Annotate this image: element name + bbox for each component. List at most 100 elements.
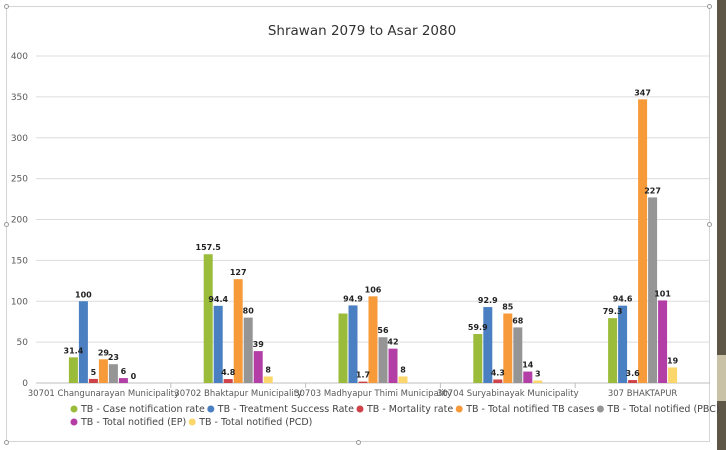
y-tick-label: 0 bbox=[22, 379, 28, 389]
data-label: 4.8 bbox=[221, 368, 236, 377]
bar[interactable] bbox=[108, 364, 118, 383]
bar[interactable] bbox=[503, 313, 513, 383]
data-label: 31.4 bbox=[64, 346, 84, 355]
resize-handle-bottom-mid[interactable] bbox=[356, 440, 361, 445]
bar[interactable] bbox=[98, 359, 108, 383]
bar[interactable] bbox=[203, 254, 213, 383]
data-label: 3.6 bbox=[626, 369, 641, 378]
bar[interactable] bbox=[348, 305, 358, 383]
y-tick-label: 150 bbox=[11, 256, 28, 266]
bar[interactable] bbox=[223, 379, 233, 383]
data-label: 79.3 bbox=[603, 307, 623, 316]
data-label: 39 bbox=[253, 340, 265, 349]
bar[interactable] bbox=[78, 301, 88, 383]
data-label: 19 bbox=[667, 356, 679, 365]
data-label: 94.6 bbox=[613, 295, 633, 304]
bar[interactable] bbox=[658, 300, 668, 383]
data-label: 106 bbox=[365, 285, 382, 294]
legend-marker bbox=[207, 405, 215, 413]
x-tick-label: 30701 Changunarayan Municipality bbox=[28, 389, 179, 399]
bar[interactable] bbox=[213, 305, 223, 383]
bar[interactable] bbox=[263, 376, 273, 383]
x-tick-label: 30703 Madhyapur Thimi Municipality bbox=[294, 389, 452, 399]
window-edge-scroll-thumb[interactable] bbox=[717, 355, 726, 401]
resize-handle-mid-right[interactable] bbox=[707, 222, 712, 227]
bar[interactable] bbox=[338, 313, 348, 383]
data-label: 347 bbox=[634, 88, 651, 97]
legend-marker bbox=[70, 405, 78, 413]
legend: TB - Case notification rate TB - Treatmen… bbox=[70, 404, 720, 428]
x-tick-label: 30704 Suryabinayak Municipality bbox=[437, 389, 579, 399]
data-label: 42 bbox=[387, 338, 398, 347]
data-label: 59.9 bbox=[468, 323, 488, 332]
bar[interactable] bbox=[618, 305, 628, 383]
legend-marker bbox=[70, 418, 78, 426]
resize-handle-bottom-left[interactable] bbox=[4, 440, 9, 445]
bar[interactable] bbox=[243, 317, 253, 383]
data-label: 4.3 bbox=[491, 368, 505, 377]
bar[interactable] bbox=[118, 378, 128, 383]
y-tick-label: 100 bbox=[11, 297, 28, 307]
bar[interactable] bbox=[608, 318, 618, 383]
window-edge-panel bbox=[717, 0, 726, 450]
data-label: 127 bbox=[230, 268, 247, 277]
legend-marker bbox=[188, 418, 196, 426]
bar[interactable] bbox=[523, 371, 533, 383]
data-label: 101 bbox=[654, 289, 671, 298]
legend-marker bbox=[356, 405, 364, 413]
bar[interactable] bbox=[628, 380, 638, 383]
data-label: 29 bbox=[98, 348, 110, 357]
bar[interactable] bbox=[668, 367, 678, 383]
data-label: 157.5 bbox=[196, 243, 222, 252]
legend-marker bbox=[596, 405, 604, 413]
legend-label: TB - Total notified (PCD) bbox=[198, 417, 312, 428]
resize-handle-top-left[interactable] bbox=[4, 4, 9, 9]
data-label: 56 bbox=[377, 326, 389, 335]
bar[interactable] bbox=[368, 296, 378, 383]
bar[interactable] bbox=[233, 279, 243, 383]
bar[interactable] bbox=[483, 307, 493, 383]
bar[interactable] bbox=[88, 378, 98, 383]
data-label: 100 bbox=[75, 290, 92, 299]
resize-handle-mid-left[interactable] bbox=[4, 222, 9, 227]
data-label: 5 bbox=[91, 368, 97, 377]
y-tick-label: 50 bbox=[17, 338, 29, 348]
bar[interactable] bbox=[378, 337, 388, 383]
legend-label: TB - Total notified (PBC) bbox=[606, 404, 719, 415]
bar[interactable] bbox=[513, 327, 523, 383]
bar[interactable] bbox=[388, 348, 398, 383]
data-label: 80 bbox=[243, 307, 255, 316]
bar[interactable] bbox=[493, 379, 503, 383]
data-label: 0 bbox=[131, 372, 137, 381]
bar[interactable] bbox=[68, 357, 78, 383]
bar[interactable] bbox=[648, 197, 658, 383]
y-tick-label: 350 bbox=[11, 93, 28, 103]
bar[interactable] bbox=[398, 376, 408, 383]
y-tick-label: 250 bbox=[11, 175, 28, 185]
chart-title: Shrawan 2079 to Asar 2080 bbox=[268, 23, 456, 39]
bar[interactable] bbox=[253, 351, 263, 383]
data-label: 8 bbox=[400, 365, 406, 374]
data-label: 14 bbox=[522, 361, 534, 370]
data-label: 23 bbox=[108, 353, 119, 362]
legend-label: TB - Treatment Success Rate bbox=[217, 404, 354, 415]
bar[interactable] bbox=[533, 380, 543, 383]
chart-area bbox=[6, 6, 710, 442]
resize-handle-top-right[interactable] bbox=[707, 4, 712, 9]
y-tick-label: 200 bbox=[11, 216, 28, 226]
bars bbox=[68, 99, 678, 383]
y-tick-label: 300 bbox=[11, 134, 28, 144]
data-label: 92.9 bbox=[478, 296, 498, 305]
data-label: 85 bbox=[502, 303, 514, 312]
legend-label: TB - Mortality rate bbox=[366, 404, 453, 415]
legend-label: TB - Case notification rate bbox=[80, 404, 205, 415]
data-label: 94.4 bbox=[208, 295, 228, 304]
data-label: 3 bbox=[535, 370, 541, 379]
bar[interactable] bbox=[638, 99, 648, 383]
bar[interactable] bbox=[358, 381, 368, 383]
data-label: 227 bbox=[644, 186, 661, 195]
bar[interactable] bbox=[473, 334, 483, 383]
legend-label: TB - Total notified (EP) bbox=[80, 417, 186, 428]
